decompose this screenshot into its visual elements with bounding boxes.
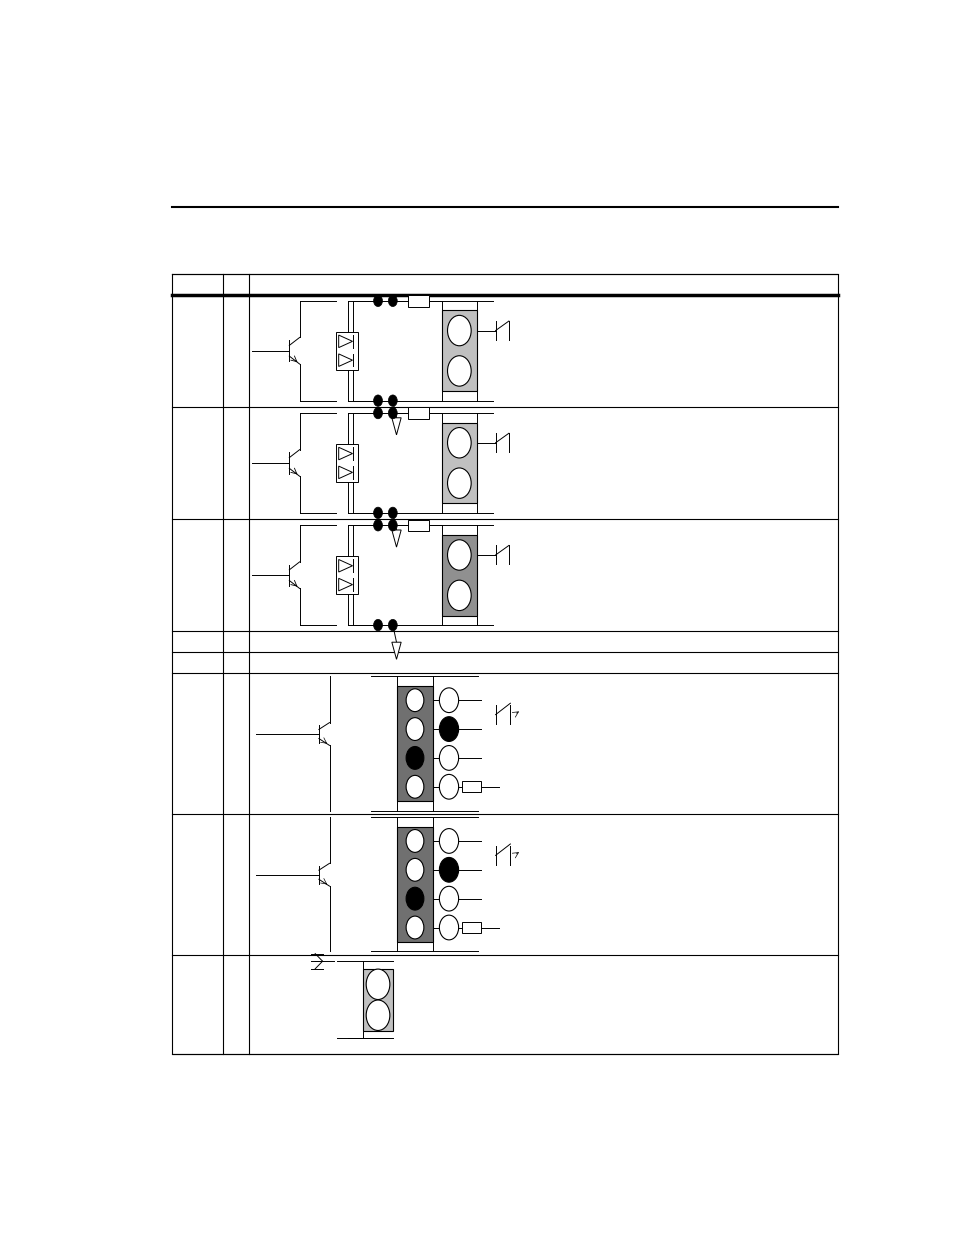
Polygon shape <box>392 417 401 435</box>
Circle shape <box>447 540 471 571</box>
Circle shape <box>366 969 390 999</box>
Circle shape <box>439 688 458 713</box>
Circle shape <box>447 315 471 346</box>
Circle shape <box>388 520 396 531</box>
Circle shape <box>439 746 458 771</box>
Polygon shape <box>338 578 353 590</box>
Circle shape <box>447 356 471 387</box>
Bar <box>396 685 433 802</box>
Circle shape <box>374 408 382 419</box>
Bar <box>461 921 480 934</box>
Circle shape <box>374 295 382 306</box>
Bar <box>408 295 429 306</box>
Polygon shape <box>338 466 353 479</box>
Circle shape <box>447 427 471 458</box>
Circle shape <box>388 620 396 631</box>
Circle shape <box>388 395 396 406</box>
Bar <box>441 422 476 504</box>
Bar <box>408 520 429 531</box>
Circle shape <box>439 774 458 799</box>
Bar <box>363 968 393 1031</box>
Circle shape <box>406 858 423 882</box>
Bar <box>396 826 433 942</box>
Circle shape <box>406 830 423 852</box>
Polygon shape <box>338 354 353 367</box>
Circle shape <box>374 520 382 531</box>
Circle shape <box>374 508 382 519</box>
Circle shape <box>439 915 458 940</box>
Circle shape <box>447 468 471 499</box>
Circle shape <box>406 776 423 798</box>
Circle shape <box>366 1000 390 1030</box>
Polygon shape <box>338 447 353 459</box>
Circle shape <box>439 829 458 853</box>
Circle shape <box>439 887 458 911</box>
Circle shape <box>447 580 471 610</box>
Circle shape <box>406 718 423 741</box>
Bar <box>461 781 480 793</box>
Circle shape <box>374 620 382 631</box>
Bar <box>335 332 357 369</box>
Polygon shape <box>392 530 401 547</box>
Circle shape <box>439 857 458 882</box>
Circle shape <box>388 408 396 419</box>
Polygon shape <box>338 559 353 572</box>
Circle shape <box>439 716 458 741</box>
Circle shape <box>388 508 396 519</box>
Circle shape <box>388 295 396 306</box>
Bar <box>335 556 357 594</box>
Polygon shape <box>392 642 401 659</box>
Polygon shape <box>338 335 353 347</box>
Bar <box>441 310 476 391</box>
Bar <box>335 445 357 482</box>
Circle shape <box>406 916 423 939</box>
Circle shape <box>406 689 423 711</box>
Bar <box>441 535 476 615</box>
Circle shape <box>406 887 423 910</box>
Bar <box>408 408 429 419</box>
Circle shape <box>374 395 382 406</box>
Circle shape <box>406 746 423 769</box>
